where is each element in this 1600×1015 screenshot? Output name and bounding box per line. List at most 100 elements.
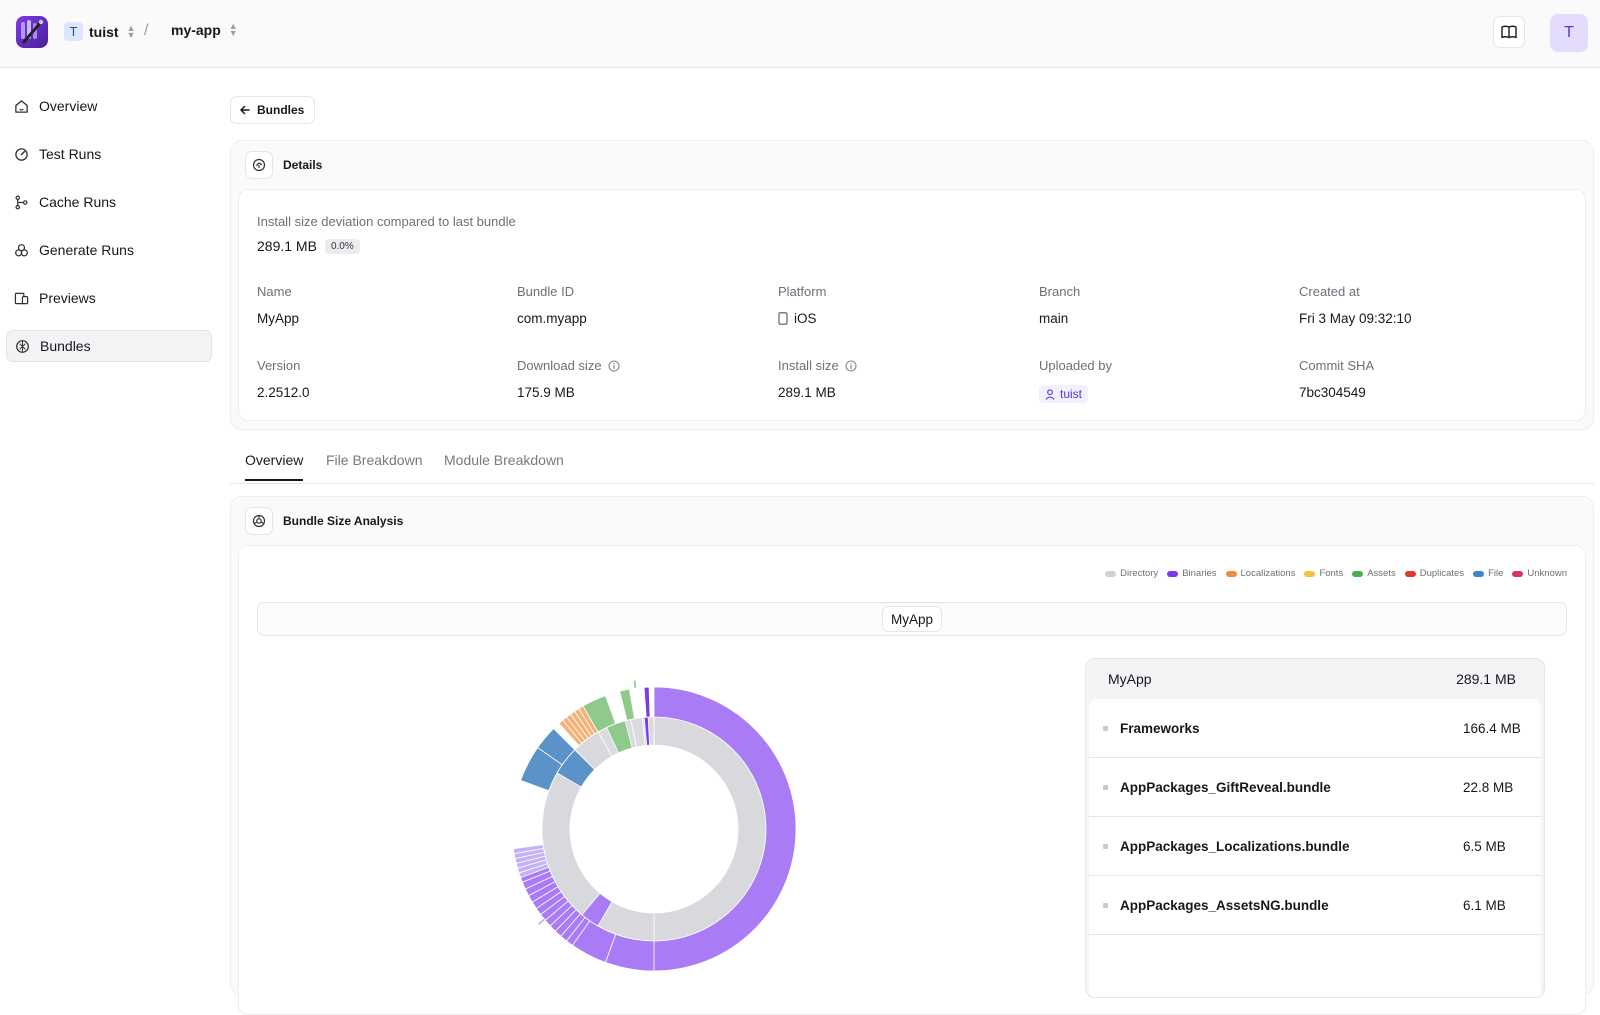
project-switcher[interactable]: my-app ▲ ▼: [171, 21, 238, 39]
legend-swatch: [1167, 570, 1179, 577]
tab-overview[interactable]: Overview: [245, 452, 304, 481]
item-name: AppPackages_GiftReveal.bundle: [1120, 779, 1331, 795]
sidebar-item-cache-runs[interactable]: Cache Runs: [6, 186, 212, 218]
field-value: Fri 3 May 09:32:10: [1299, 311, 1412, 326]
analysis-title: Bundle Size Analysis: [283, 514, 404, 528]
logo-icon: [21, 19, 44, 44]
path-chip-root[interactable]: MyApp: [881, 606, 943, 632]
legend-item: Fonts: [1304, 568, 1343, 579]
info-icon[interactable]: [845, 359, 857, 372]
item-name: AppPackages_AssetsNG.bundle: [1120, 897, 1329, 913]
organization-switcher[interactable]: T tuist ▲ ▼: [64, 22, 135, 41]
sidebar: Overview Test Runs Cache Runs Generate R…: [0, 90, 218, 378]
deviation-value-row: 289.1 MB 0.0%: [257, 238, 360, 254]
user-avatar[interactable]: T: [1550, 14, 1588, 52]
legend-swatch: [1304, 570, 1316, 577]
list-item[interactable]: AppPackages_GiftReveal.bundle 22.8 MB: [1089, 758, 1541, 817]
sidebar-item-label: Overview: [39, 98, 98, 114]
item-size: 166.4 MB: [1463, 720, 1521, 736]
sunburst-segment[interactable]: [653, 686, 797, 972]
sunburst-segment[interactable]: [512, 844, 545, 855]
sunburst-segment[interactable]: [632, 679, 638, 689]
tab-module-breakdown[interactable]: Module Breakdown: [444, 452, 564, 468]
legend-label: Assets: [1367, 568, 1396, 579]
sidebar-item-label: Cache Runs: [39, 194, 117, 210]
legend-swatch: [1473, 570, 1485, 577]
tab-file-breakdown[interactable]: File Breakdown: [326, 452, 423, 468]
sidebar-item-test-runs[interactable]: Test Runs: [6, 138, 212, 170]
panel-header: MyApp 289.1 MB: [1086, 659, 1544, 699]
analysis-header: Bundle Size Analysis: [231, 497, 1593, 545]
field-label: Download size: [517, 358, 602, 373]
analysis-icon-box: [245, 507, 273, 535]
user-icon: [1045, 388, 1055, 400]
sidebar-item-bundles[interactable]: Bundles: [6, 330, 212, 362]
back-to-bundles-button[interactable]: Bundles: [230, 96, 316, 124]
item-size: 6.5 MB: [1463, 838, 1506, 854]
panel-list: Frameworks 166.4 MB AppPackages_GiftReve…: [1089, 699, 1541, 997]
list-item[interactable]: Frameworks 166.4 MB: [1089, 699, 1541, 758]
tuist-logo[interactable]: [16, 16, 48, 48]
panel-root-name: MyApp: [1108, 671, 1152, 687]
back-button-label: Bundles: [257, 103, 305, 117]
gauge-icon: [15, 147, 28, 161]
field-value-row: tuist: [1039, 385, 1279, 403]
item-name: AppPackages_Localizations.bundle: [1120, 838, 1350, 854]
field-label: Commit SHA: [1299, 358, 1375, 373]
circles-icon: [15, 243, 28, 256]
chevron-updown-icon: ▲ ▼: [228, 21, 238, 38]
item-size: 22.8 MB: [1463, 779, 1514, 795]
sunburst-segment[interactable]: [643, 716, 651, 746]
field-label-row: Download size: [517, 358, 757, 373]
field-value: MyApp: [257, 311, 300, 326]
size-breakdown-panel: MyApp 289.1 MB Frameworks 166.4 MB AppPa…: [1085, 658, 1545, 998]
field-value: 289.1 MB: [778, 385, 836, 400]
project-name: my-app: [171, 22, 221, 38]
sidebar-item-label: Generate Runs: [39, 242, 134, 258]
org-badge: T: [64, 22, 83, 41]
field-label: Version: [257, 358, 301, 373]
docs-button[interactable]: [1493, 16, 1525, 48]
breadcrumb-separator: /: [144, 22, 149, 39]
directory-marker: [1103, 725, 1108, 731]
sunburst-segment[interactable]: [536, 917, 546, 926]
arrow-left-icon: [240, 105, 250, 115]
sidebar-item-generate-runs[interactable]: Generate Runs: [6, 234, 212, 266]
org-name: tuist: [89, 23, 119, 40]
sidebar-item-label: Test Runs: [39, 146, 102, 162]
sunburst-segment[interactable]: [581, 892, 613, 927]
sidebar-item-label: Bundles: [40, 338, 91, 354]
sunburst-chart[interactable]: [489, 664, 819, 994]
uploader-chip[interactable]: tuist: [1039, 385, 1089, 403]
field-label: Platform: [778, 284, 827, 299]
legend-item: Binaries: [1167, 568, 1217, 579]
field-version: Version 2.2512.0: [257, 358, 497, 400]
list-item[interactable]: AppPackages_AssetsNG.bundle 6.1 MB: [1089, 876, 1541, 935]
field-name: Name MyApp: [257, 284, 497, 326]
legend-swatch: [1352, 570, 1364, 577]
field-install-size: Install size 289.1 MB: [778, 358, 1018, 400]
bundle-tabs: Overview File Breakdown Module Breakdown: [230, 444, 1594, 484]
sidebar-item-previews[interactable]: Previews: [6, 282, 212, 314]
sunburst-segment[interactable]: [643, 686, 651, 718]
sunburst-segment[interactable]: [619, 688, 636, 721]
sunburst-segment[interactable]: [606, 720, 633, 754]
item-name: Frameworks: [1120, 720, 1200, 736]
deviation-label: Install size deviation compared to last …: [257, 214, 516, 229]
info-icon[interactable]: [607, 359, 620, 372]
field-commit-sha: Commit SHA 7bc304549: [1299, 358, 1539, 400]
phone-icon: [778, 312, 788, 325]
bundle-size-analysis-card: Bundle Size Analysis Directory Binaries Lo…: [230, 496, 1594, 1015]
sidebar-item-overview[interactable]: Overview: [6, 90, 212, 122]
list-item[interactable]: AppPackages_Localizations.bundle 6.5 MB: [1089, 817, 1541, 876]
field-uploaded-by: Uploaded by tuist: [1039, 358, 1279, 403]
git-branch-icon: [15, 195, 28, 209]
details-body: Install size deviation compared to last …: [238, 189, 1586, 421]
details-card: Details Install size deviation compared …: [230, 140, 1594, 430]
field-value: com.myapp: [517, 311, 587, 326]
legend-item: Unknown: [1512, 568, 1567, 579]
home-icon: [15, 99, 28, 113]
legend-label: File: [1488, 568, 1504, 579]
sunburst-segment[interactable]: [556, 749, 596, 788]
devices-icon: [14, 292, 29, 304]
